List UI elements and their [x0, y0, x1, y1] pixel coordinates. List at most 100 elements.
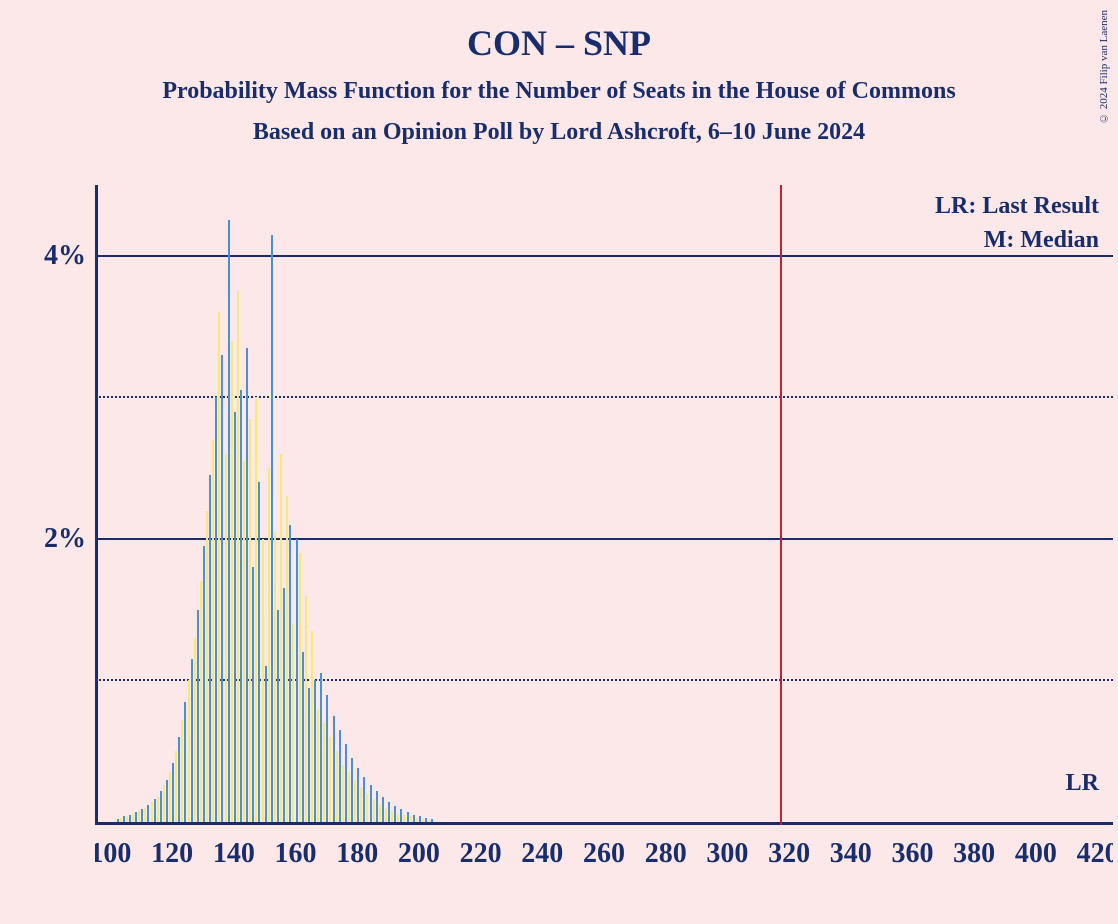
x-tick-label: 240 — [521, 838, 563, 870]
pmf-bar — [360, 787, 362, 822]
pmf-bar — [169, 772, 171, 822]
gridline-solid — [95, 255, 1113, 257]
y-tick-label: 4% — [44, 240, 86, 272]
pmf-bar — [323, 723, 325, 822]
pmf-bar — [289, 525, 291, 822]
pmf-bar — [410, 816, 412, 822]
pmf-bar — [258, 482, 260, 822]
pmf-bar — [422, 819, 424, 822]
pmf-bar — [351, 758, 353, 822]
pmf-bar — [175, 751, 177, 822]
pmf-bar — [141, 809, 143, 822]
pmf-bar — [280, 454, 282, 822]
pmf-bar — [243, 461, 245, 822]
pmf-bar — [163, 785, 165, 822]
y-axis — [95, 185, 98, 825]
pmf-bar — [268, 468, 270, 822]
pmf-bar — [191, 659, 193, 822]
x-tick-label: 120 — [151, 838, 193, 870]
chart-title: CON – SNP — [0, 0, 1118, 64]
x-axis-labels: 1001201401601802002202402602803003203403… — [95, 838, 1113, 878]
pmf-bar — [363, 777, 365, 822]
copyright-text: © 2024 Filip van Laenen — [1098, 10, 1110, 124]
legend-lr-marker: LR — [1066, 770, 1099, 797]
pmf-bar — [292, 624, 294, 822]
pmf-bar — [265, 666, 267, 822]
x-tick-label: 420 — [1077, 838, 1113, 870]
chart-subtitle2: Based on an Opinion Poll by Lord Ashcrof… — [0, 119, 1118, 146]
pmf-bar — [299, 553, 301, 822]
pmf-bar — [379, 804, 381, 822]
pmf-bar — [194, 638, 196, 822]
pmf-bar — [428, 819, 430, 822]
pmf-bar — [357, 768, 359, 822]
pmf-bar — [120, 818, 122, 822]
pmf-bar — [212, 440, 214, 822]
legend-median: M: Median — [984, 227, 1099, 254]
last-result-line — [780, 185, 782, 825]
x-tick-label: 300 — [706, 838, 748, 870]
chart-subtitle: Probability Mass Function for the Number… — [0, 78, 1118, 105]
pmf-bar — [231, 341, 233, 822]
pmf-bar — [373, 799, 375, 822]
pmf-bar — [376, 791, 378, 822]
pmf-bar — [302, 652, 304, 822]
pmf-bar — [274, 532, 276, 822]
pmf-bar — [394, 806, 396, 822]
x-tick-label: 140 — [213, 838, 255, 870]
pmf-bar — [425, 818, 427, 822]
pmf-bar — [166, 780, 168, 822]
pmf-bar — [237, 291, 239, 822]
pmf-bar — [225, 454, 227, 822]
x-tick-label: 160 — [275, 838, 317, 870]
x-tick-label: 260 — [583, 838, 625, 870]
pmf-bar — [320, 673, 322, 822]
pmf-bar — [157, 797, 159, 822]
pmf-bar — [144, 808, 146, 822]
pmf-bar — [203, 546, 205, 822]
pmf-bar — [147, 805, 149, 822]
legend-lr: LR: Last Result — [935, 193, 1099, 220]
pmf-bar — [413, 815, 415, 822]
pmf-bar — [286, 496, 288, 822]
pmf-bar — [305, 596, 307, 822]
pmf-bar — [126, 816, 128, 822]
pmf-bar — [252, 567, 254, 822]
x-tick-label: 100 — [95, 838, 131, 870]
pmf-bar — [151, 802, 153, 822]
x-tick-label: 320 — [768, 838, 810, 870]
pmf-bar — [271, 235, 273, 822]
pmf-bar — [209, 475, 211, 822]
pmf-bar — [385, 808, 387, 822]
pmf-chart: LR: Last Result M: Median LR — [95, 185, 1113, 825]
pmf-bar — [172, 763, 174, 822]
x-tick-label: 360 — [891, 838, 933, 870]
pmf-bar — [123, 816, 125, 822]
pmf-bar — [348, 772, 350, 822]
pmf-bar — [366, 794, 368, 822]
pmf-bar — [200, 581, 202, 822]
x-tick-label: 380 — [953, 838, 995, 870]
pmf-bar — [117, 819, 119, 822]
pmf-bar — [215, 397, 217, 822]
pmf-bar — [407, 812, 409, 822]
x-tick-label: 400 — [1015, 838, 1057, 870]
x-tick-label: 220 — [460, 838, 502, 870]
pmf-bar — [160, 791, 162, 822]
pmf-bar — [132, 814, 134, 822]
pmf-bar — [388, 802, 390, 822]
pmf-bar — [178, 737, 180, 822]
pmf-bar — [308, 688, 310, 822]
pmf-bar — [431, 819, 433, 822]
pmf-bar — [382, 797, 384, 822]
pmf-bar — [135, 812, 137, 822]
y-tick-label: 2% — [44, 523, 86, 555]
x-tick-label: 200 — [398, 838, 440, 870]
pmf-bar — [400, 809, 402, 822]
pmf-bar — [228, 220, 230, 822]
pmf-bar — [277, 610, 279, 822]
pmf-bar — [336, 751, 338, 822]
pmf-bar — [329, 737, 331, 822]
pmf-bar — [391, 811, 393, 822]
pmf-bar — [370, 785, 372, 822]
